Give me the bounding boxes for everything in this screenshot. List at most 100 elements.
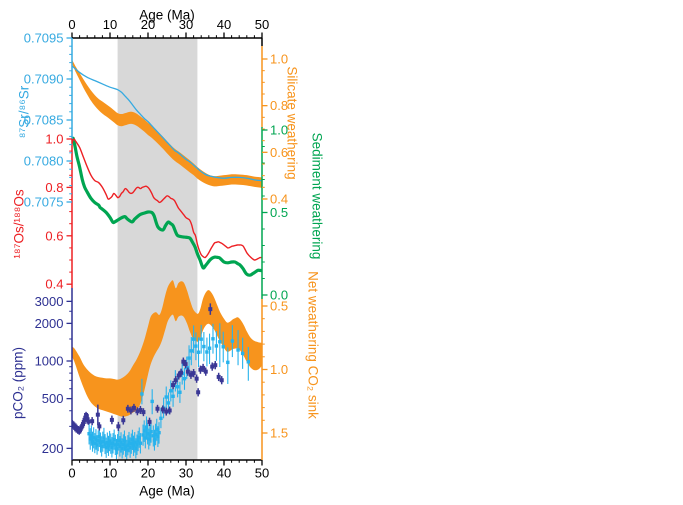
- data-point: [109, 441, 113, 446]
- x-tick-label: 40: [217, 466, 231, 481]
- data-point: [120, 446, 124, 451]
- data-point: [84, 414, 89, 419]
- data-point: [140, 392, 144, 396]
- data-point: [198, 367, 203, 372]
- y-tick-label: 0.4: [45, 277, 63, 292]
- x-tick-label: 20: [141, 466, 155, 481]
- data-point: [103, 442, 107, 446]
- sediment-axis-title: Sediment weathering: [309, 132, 325, 260]
- data-point: [88, 437, 92, 441]
- data-point: [219, 378, 224, 383]
- data-point: [194, 344, 198, 348]
- data-point: [188, 372, 193, 377]
- pco2-axis-title: pCO₂ (ppm): [10, 346, 26, 420]
- data-point: [210, 364, 215, 369]
- data-point: [97, 434, 102, 439]
- data-point: [106, 444, 111, 448]
- y-tick-label: 1.0: [45, 132, 63, 147]
- x-tick-label: 50: [255, 17, 269, 32]
- data-point: [93, 441, 97, 445]
- y-tick-label: 0.7080: [24, 154, 64, 169]
- data-point: [169, 389, 173, 393]
- data-point: [155, 406, 160, 411]
- data-point: [153, 432, 158, 437]
- y-tick-label: 0.7095: [24, 31, 64, 46]
- data-point: [191, 371, 196, 376]
- y-tick-label: 200: [42, 441, 64, 456]
- data-point: [105, 441, 110, 445]
- x-tick-label: 30: [179, 17, 193, 32]
- data-point: [157, 430, 161, 435]
- data-point: [135, 443, 139, 447]
- data-point: [130, 438, 135, 442]
- data-point: [86, 419, 91, 424]
- data-point: [95, 443, 99, 447]
- y-tick-label: 0.8: [270, 98, 288, 113]
- os-axis: 1.0 0.8 0.6 0.4: [45, 132, 72, 292]
- data-point: [189, 349, 194, 353]
- data-point: [107, 439, 112, 443]
- net-axis: 0.5 1.0 1.5: [262, 299, 288, 441]
- os-isotope-curve: [72, 138, 262, 261]
- net-weathering-band: [72, 280, 262, 417]
- sediment-weathering-curve: [72, 136, 262, 277]
- data-point: [182, 376, 187, 381]
- data-series-layer: [72, 59, 262, 460]
- data-point: [199, 337, 203, 341]
- x-tick-label: 50: [255, 466, 269, 481]
- data-point: [117, 438, 121, 443]
- data-point: [171, 394, 175, 398]
- data-point: [185, 365, 189, 370]
- x-tick-label: 30: [179, 466, 193, 481]
- data-point: [150, 399, 154, 404]
- y-tick-label: 1.0: [270, 362, 288, 377]
- data-point: [230, 339, 235, 343]
- data-point: [216, 374, 221, 379]
- data-point: [114, 447, 119, 451]
- data-point: [81, 422, 86, 427]
- data-point: [128, 408, 133, 413]
- data-point: [226, 360, 230, 365]
- data-point: [113, 443, 118, 447]
- y-tick-label: 1.5: [270, 426, 288, 441]
- data-point: [119, 440, 123, 445]
- data-point: [196, 350, 201, 354]
- pco2-scatter-lightblue: [87, 323, 251, 460]
- axes-layer: 0 0 10 10 20 20 30 30 40 40 50 50 0.7095 0.7090 0.7085…: [24, 17, 288, 481]
- os-axis-title: ¹⁸⁷Os/¹⁸⁸Os: [11, 189, 27, 259]
- data-point: [240, 351, 245, 356]
- data-point: [126, 443, 130, 447]
- data-point: [201, 365, 206, 370]
- data-point: [123, 444, 128, 449]
- y-tick-label: 0.6: [270, 145, 288, 160]
- data-point: [208, 307, 213, 312]
- data-point: [131, 405, 136, 410]
- top-axis-title: Age (Ma): [139, 7, 195, 23]
- data-point: [101, 440, 105, 444]
- data-point: [211, 337, 215, 341]
- data-point: [145, 432, 150, 436]
- data-point: [121, 442, 125, 447]
- data-point: [96, 439, 100, 443]
- data-point: [196, 390, 201, 395]
- data-point: [87, 432, 91, 436]
- data-point: [90, 440, 95, 444]
- data-point: [213, 363, 218, 368]
- data-point: [98, 440, 103, 445]
- y-tick-label: 500: [42, 391, 64, 406]
- sr-axis-title: ⁸⁷Sr/⁸⁶Sr: [16, 85, 32, 139]
- data-point: [178, 390, 182, 394]
- data-point: [111, 441, 115, 445]
- pco2-axis: 3000 2000 1000 500 200: [35, 294, 72, 456]
- x-tick-label: 0: [68, 466, 75, 481]
- data-point: [152, 438, 157, 442]
- y-tick-label: 1.0: [270, 123, 288, 138]
- data-point: [129, 441, 133, 446]
- data-point: [144, 425, 149, 429]
- data-point: [127, 440, 131, 444]
- data-point: [97, 424, 102, 429]
- data-point: [147, 437, 151, 441]
- silicate-weathering-band: [72, 59, 262, 188]
- data-point: [205, 350, 209, 354]
